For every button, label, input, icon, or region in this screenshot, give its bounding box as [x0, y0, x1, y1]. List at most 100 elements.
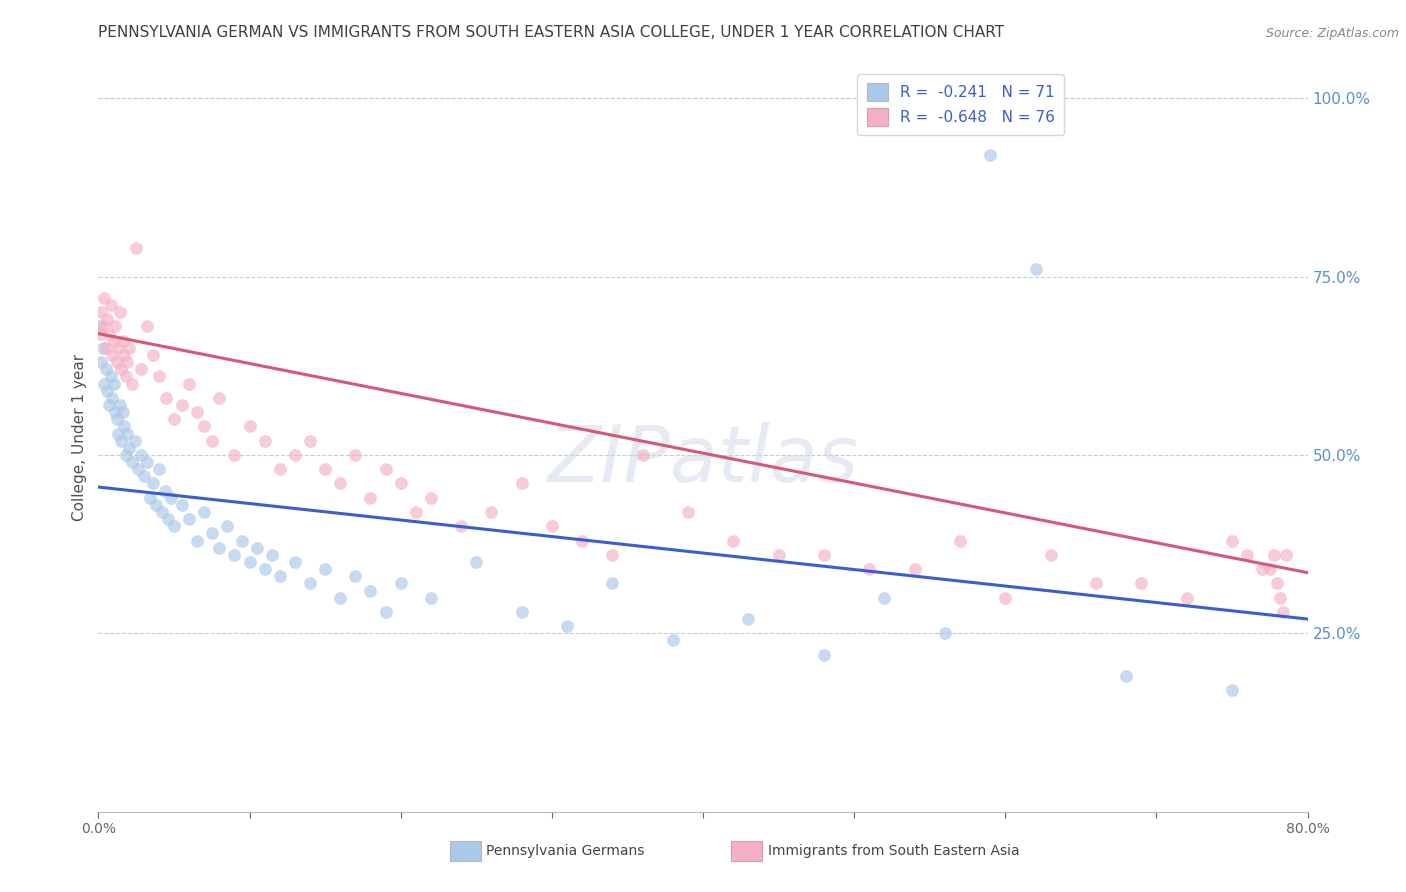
Point — [142, 476, 165, 491]
Point — [132, 469, 155, 483]
Point — [934, 626, 956, 640]
Point — [108, 398, 131, 412]
Point — [284, 555, 307, 569]
Point — [121, 376, 143, 391]
Point — [98, 326, 121, 341]
Point — [93, 291, 115, 305]
Point — [602, 548, 624, 562]
Point — [1270, 591, 1292, 605]
Point — [1039, 548, 1062, 562]
Point — [142, 348, 165, 362]
Point — [858, 562, 880, 576]
Point — [115, 426, 138, 441]
Point — [96, 312, 118, 326]
Point — [1220, 533, 1243, 548]
Point — [98, 398, 121, 412]
Point — [1251, 562, 1274, 576]
Point — [676, 505, 699, 519]
Point — [949, 533, 972, 548]
Point — [100, 298, 122, 312]
Point — [239, 555, 262, 569]
Point — [208, 391, 231, 405]
Point — [284, 448, 307, 462]
Y-axis label: College, Under 1 year: College, Under 1 year — [72, 353, 87, 521]
Point — [170, 498, 193, 512]
Point — [124, 434, 146, 448]
Point — [1263, 548, 1285, 562]
Text: Pennsylvania Germans: Pennsylvania Germans — [486, 844, 645, 858]
Point — [979, 148, 1001, 162]
Point — [253, 434, 276, 448]
Point — [510, 476, 533, 491]
Point — [253, 562, 276, 576]
Point — [104, 405, 127, 419]
Point — [344, 448, 367, 462]
Point — [224, 548, 246, 562]
Point — [96, 384, 118, 398]
Point — [374, 605, 396, 619]
Point — [813, 648, 835, 662]
Text: Immigrants from South Eastern Asia: Immigrants from South Eastern Asia — [768, 844, 1019, 858]
Point — [201, 526, 224, 541]
Point — [89, 326, 111, 341]
Point — [201, 434, 224, 448]
Point — [1175, 591, 1198, 605]
Point — [101, 391, 124, 405]
Point — [148, 462, 170, 476]
Point — [118, 441, 141, 455]
Point — [465, 555, 488, 569]
Point — [111, 334, 134, 348]
Point — [571, 533, 593, 548]
Point — [114, 448, 136, 462]
Point — [540, 519, 562, 533]
Point — [246, 541, 269, 555]
Point — [873, 591, 896, 605]
Point — [179, 376, 201, 391]
Point — [160, 491, 183, 505]
Point — [208, 541, 231, 555]
Point — [450, 519, 472, 533]
Point — [1275, 548, 1298, 562]
Point — [1024, 262, 1046, 277]
Point — [269, 462, 291, 476]
Point — [129, 362, 152, 376]
Point — [1115, 669, 1137, 683]
Point — [602, 576, 624, 591]
Point — [112, 419, 135, 434]
Point — [100, 369, 122, 384]
Point — [111, 405, 134, 419]
Point — [104, 319, 127, 334]
Point — [269, 569, 291, 583]
Point — [156, 512, 179, 526]
Point — [768, 548, 790, 562]
Point — [904, 562, 927, 576]
Point — [193, 419, 215, 434]
Point — [1272, 605, 1295, 619]
Point — [299, 576, 322, 591]
Point — [148, 369, 170, 384]
Point — [114, 369, 136, 384]
Point — [420, 591, 443, 605]
Point — [405, 505, 427, 519]
Point — [299, 434, 322, 448]
Point — [105, 412, 128, 426]
Point — [262, 548, 284, 562]
Text: Source: ZipAtlas.com: Source: ZipAtlas.com — [1265, 27, 1399, 40]
Point — [193, 505, 215, 519]
Point — [1267, 576, 1289, 591]
Point — [239, 419, 262, 434]
Point — [90, 355, 112, 369]
Point — [150, 505, 173, 519]
Point — [103, 334, 125, 348]
Point — [555, 619, 578, 633]
Point — [139, 491, 162, 505]
Point — [115, 355, 138, 369]
Point — [153, 483, 176, 498]
Point — [108, 305, 131, 319]
Point — [163, 412, 186, 426]
Point — [93, 376, 115, 391]
Point — [1130, 576, 1153, 591]
Point — [631, 448, 654, 462]
Point — [101, 348, 124, 362]
Point — [112, 348, 135, 362]
